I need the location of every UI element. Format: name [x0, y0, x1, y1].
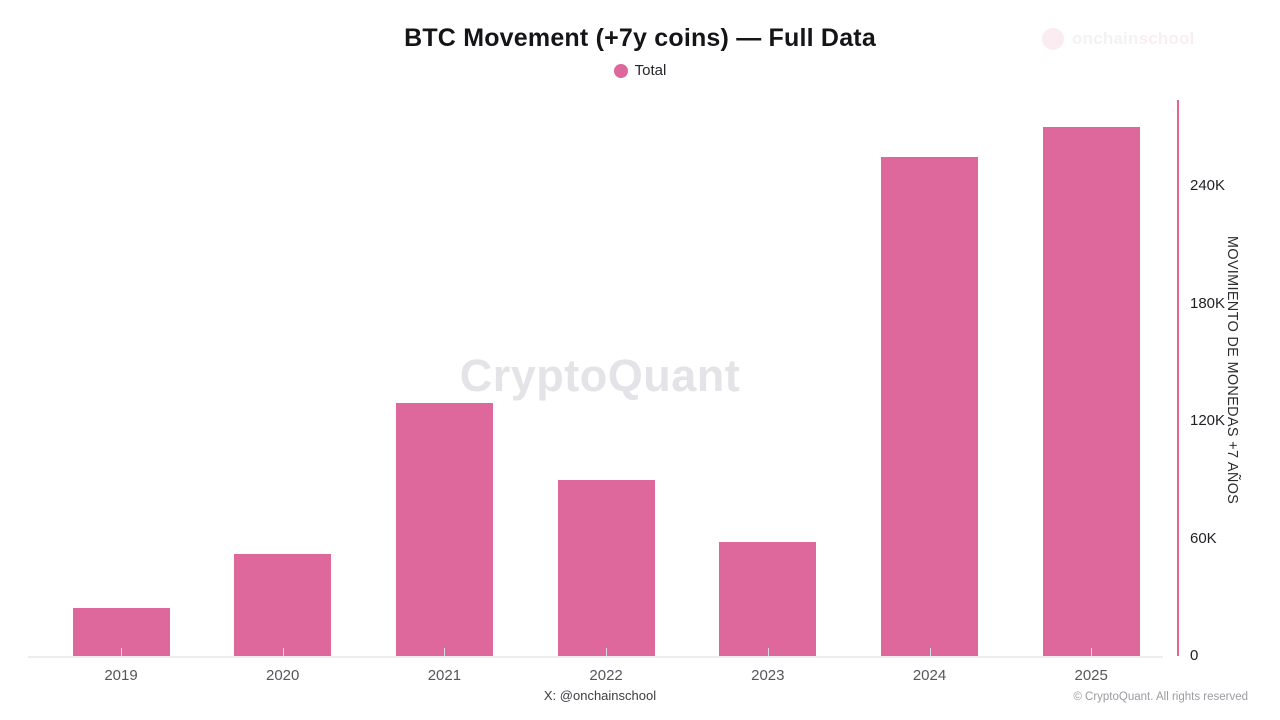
y-axis-label-0: 0: [1190, 647, 1199, 664]
x-axis-label-2021: 2021: [427, 667, 462, 684]
onchainschool-logo-icon: [1042, 28, 1064, 50]
x-axis-label-2023: 2023: [751, 667, 785, 684]
footer-copyright: © CryptoQuant. All rights reserved: [1073, 691, 1248, 703]
cryptoquant-watermark: CryptoQuant: [459, 350, 741, 401]
y-axis-label-240k: 240K: [1190, 177, 1226, 194]
footer-caption: X: @onchainschool: [543, 688, 657, 703]
y-axis-label-180k: 180K: [1190, 294, 1226, 312]
x-axis-tick: [121, 648, 122, 656]
bar-2020[interactable]: [234, 554, 332, 656]
x-axis-tick: [606, 648, 608, 656]
x-axis-line: [28, 656, 1163, 658]
x-axis-tick: [929, 648, 931, 656]
bar-2024[interactable]: [881, 156, 978, 656]
x-axis-label-2022: 2022: [589, 667, 623, 684]
y-axis-label-60k: 60K: [1190, 529, 1217, 547]
bar-2021[interactable]: [395, 403, 493, 656]
bar-2019[interactable]: [72, 608, 170, 656]
legend-label: Total: [634, 62, 667, 79]
legend-dot-icon: [613, 63, 628, 78]
x-axis-label-2019: 2019: [104, 667, 138, 684]
chart-title: BTC Movement (+7y coins) — Full Data: [404, 24, 876, 52]
bar-2025[interactable]: [1042, 127, 1140, 656]
y-axis-label-120k: 120K: [1190, 412, 1226, 429]
bar-2023[interactable]: [719, 542, 817, 656]
legend: Total: [0, 62, 1280, 79]
brand-watermark: onchainschool: [1042, 26, 1195, 52]
y-axis-line: [1177, 100, 1179, 656]
x-axis-label-2024: 2024: [912, 667, 947, 684]
x-axis-label-2020: 2020: [266, 667, 300, 684]
x-axis-tick: [282, 648, 284, 656]
legend-item-total[interactable]: Total: [613, 62, 667, 79]
y-axis-title-text: MOVIMIENTO DE MONEDAS +7 AÑOS: [1224, 235, 1240, 505]
x-axis-tick: [1091, 648, 1093, 656]
bar-2022[interactable]: [557, 479, 655, 656]
brand-part1: onchain: [1072, 29, 1139, 48]
x-axis-label-2025: 2025: [1074, 667, 1108, 684]
x-axis-tick: [767, 648, 769, 656]
brand-part2: school: [1138, 29, 1195, 48]
x-axis-tick: [444, 648, 446, 656]
brand-watermark-text: onchainschool: [1072, 29, 1195, 49]
